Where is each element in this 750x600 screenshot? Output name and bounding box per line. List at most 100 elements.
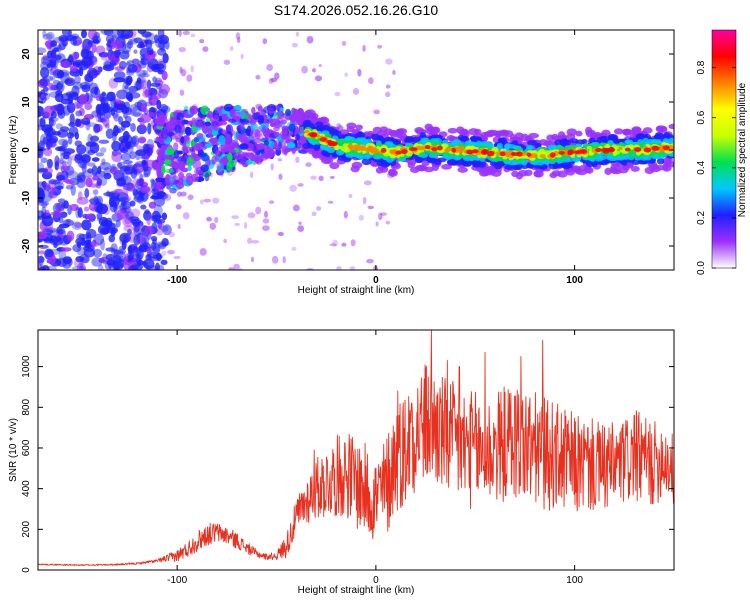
spectrogram-blob — [156, 155, 162, 162]
spectrogram-blob — [239, 118, 250, 125]
spectrogram-blob — [98, 216, 109, 227]
spectrogram-blob — [56, 174, 66, 181]
y-tick-label: 600 — [21, 439, 32, 456]
spectrogram-blob — [62, 256, 73, 265]
spectrogram-blob — [105, 247, 116, 252]
spectrogram-blob — [199, 199, 204, 205]
spectrogram-blob — [147, 58, 159, 70]
spectrogram-blob — [153, 204, 163, 217]
spectrogram-blob — [344, 72, 349, 78]
spectrogram-blob — [106, 44, 113, 52]
spectrogram-blob — [291, 246, 297, 251]
spectrogram-blob — [60, 126, 70, 132]
spectrogram-blob — [111, 140, 122, 152]
spectrogram-blob — [199, 247, 207, 256]
spectrogram-blob — [487, 165, 495, 172]
spectrogram-blob — [60, 202, 66, 209]
colorbar-ticks: 0.0 0.2 0.4 0.6 0.8 — [696, 60, 736, 275]
spectrogram-blob — [80, 48, 90, 59]
spectrogram-blob — [368, 77, 374, 85]
spectrogram-blob — [444, 148, 449, 153]
spectrogram-blob — [58, 216, 64, 224]
spectrogram-blob — [76, 241, 82, 249]
spectrogram-blob — [273, 120, 282, 129]
spectrogram-blob — [591, 160, 598, 168]
spectrogram-blob — [511, 151, 516, 156]
spectrogram-blob — [113, 71, 126, 80]
spectrogram-blob — [144, 88, 150, 98]
spectrogram-blob — [255, 74, 261, 80]
spectrogram-blob — [81, 84, 91, 93]
spectrogram-blob — [186, 156, 194, 167]
spectrogram-blob — [57, 44, 62, 53]
spectrogram-blob — [111, 30, 122, 39]
spectrogram-blob — [418, 164, 426, 172]
spectrogram-blob — [218, 135, 226, 146]
spectrogram-blob — [307, 148, 316, 155]
spectrogram-blob — [277, 231, 284, 237]
spectrogram-blob — [38, 124, 44, 131]
spectrogram-blob — [214, 216, 219, 224]
spectrogram-blob — [436, 149, 445, 154]
spectrogram-blob — [71, 221, 83, 231]
spectrogram-blob — [70, 33, 79, 39]
spectrogram-blob — [383, 128, 394, 136]
spectrogram-blob — [215, 149, 221, 157]
spectrogram-blob — [163, 193, 172, 201]
spectrogram-blob — [223, 103, 234, 112]
spectrogram-blob — [246, 237, 253, 244]
spectrogram-blob — [87, 168, 94, 174]
spectrogram-blob — [61, 140, 69, 149]
spectrogram-blob — [348, 194, 353, 198]
spectrogram-blob — [130, 136, 137, 145]
spectrogram-blob — [355, 124, 363, 131]
spectrogram-blob — [207, 127, 213, 138]
spectrogram-blob — [89, 197, 102, 206]
spectrogram-blob — [154, 129, 162, 134]
spectrogram-blob — [226, 162, 233, 172]
spectrogram-blob — [38, 231, 48, 240]
spectrogram-blob — [83, 244, 95, 252]
spectrogram-blob — [579, 149, 588, 154]
spectrogram-blob — [178, 46, 187, 53]
colorbar-tick-label: 0.8 — [696, 60, 707, 74]
spectrogram-blob — [178, 30, 182, 37]
spectrogram-blob — [140, 113, 152, 124]
spectrogram-blob — [149, 82, 161, 87]
spectrogram-blob — [135, 248, 144, 260]
spectrogram-blob — [430, 126, 439, 133]
spectrogram-blob — [357, 68, 362, 77]
spectrogram-blob — [318, 175, 324, 182]
spectrogram-blob — [247, 212, 256, 219]
spectrogram-blob — [38, 140, 46, 151]
spectrogram-blob — [309, 116, 319, 123]
spectrogram-blob — [102, 64, 115, 72]
spectrogram-blob — [46, 140, 53, 150]
spectrogram-blob — [120, 153, 132, 162]
spectrogram-blob — [137, 30, 147, 35]
spectrogram-blob — [60, 93, 73, 101]
spectrogram-blob — [38, 255, 45, 264]
spectrogram-blob — [55, 123, 64, 130]
spectrogram-blob — [329, 175, 335, 179]
spectrogram-blob — [373, 109, 381, 115]
spectrogram-blob — [190, 65, 195, 73]
spectrogram-blob — [49, 235, 62, 243]
spectrogram-blob — [106, 190, 111, 197]
spectrogram-blob — [407, 161, 416, 169]
spectrogram-blob — [271, 255, 279, 264]
spectrogram-blob — [177, 223, 181, 229]
spectrogram-blob — [49, 43, 59, 52]
spectrogram-blob — [380, 147, 387, 153]
spectrogram-blob — [142, 143, 150, 155]
spectrogram-blob — [99, 227, 109, 235]
spectrogram-blob — [43, 147, 53, 157]
spectrogram-blob — [176, 112, 184, 121]
spectrogram-blob — [316, 206, 322, 211]
spectrogram-blob — [85, 228, 97, 239]
spectrogram-blob — [40, 55, 51, 66]
spectrogram-blob — [312, 152, 321, 159]
spectrogram-blob — [200, 105, 210, 115]
spectrogram-blob — [388, 169, 398, 177]
